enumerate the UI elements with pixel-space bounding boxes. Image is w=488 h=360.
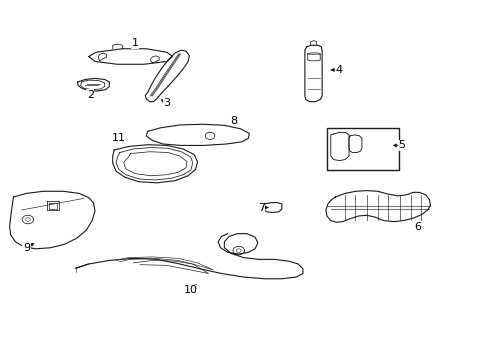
Text: 9: 9 [23, 243, 30, 253]
Text: 5: 5 [397, 140, 405, 150]
Text: 2: 2 [86, 90, 94, 100]
Text: 11: 11 [112, 133, 126, 143]
Text: 4: 4 [335, 65, 342, 75]
Bar [326, 129, 398, 170]
Text: 8: 8 [230, 116, 237, 126]
Text: 7: 7 [257, 203, 264, 212]
Text: 10: 10 [183, 285, 198, 295]
Text: 3: 3 [163, 98, 170, 108]
Text: 6: 6 [414, 221, 421, 231]
Text: 1: 1 [131, 38, 139, 48]
